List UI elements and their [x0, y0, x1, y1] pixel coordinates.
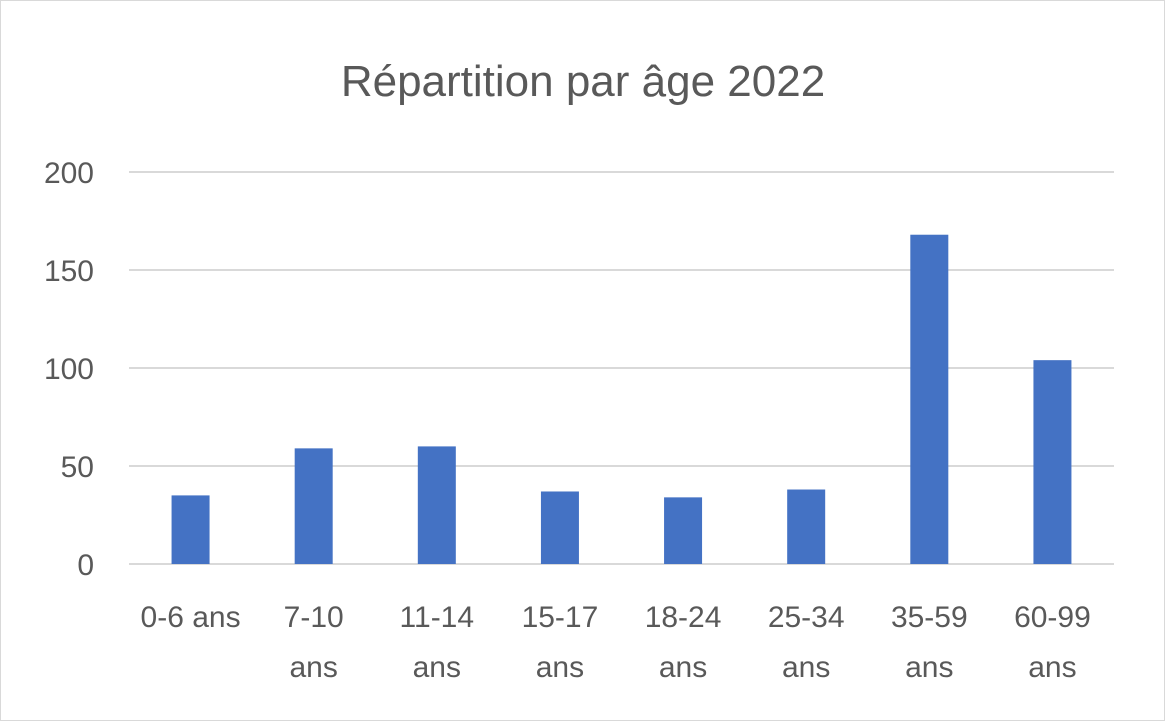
y-tick-label: 50 — [61, 451, 94, 484]
bar — [664, 497, 703, 564]
x-category-label: 7-10 ans — [284, 601, 344, 684]
bar — [171, 495, 210, 564]
bar — [1033, 360, 1072, 564]
x-category-label: 11-14 ans — [400, 601, 475, 684]
y-tick-label: 0 — [77, 549, 94, 582]
y-tick-label: 100 — [44, 353, 94, 386]
y-tick-label: 200 — [44, 157, 94, 190]
x-category-label: 25-34 ans — [768, 601, 845, 684]
bar — [417, 446, 456, 564]
bar — [540, 491, 579, 564]
x-category-label: 15-17 ans — [522, 601, 599, 684]
x-category-label: 35-59 ans — [891, 601, 968, 684]
bar — [910, 234, 949, 564]
x-axis-labels: 0-6 ans 7-10 ans 11-14 ans 15-17 ans 18-24 ans 25… — [141, 601, 1091, 684]
bar — [787, 489, 826, 564]
gridlines — [129, 171, 1114, 565]
y-axis-ticks: 0 50 100 150 200 — [44, 157, 94, 582]
x-category-label: 18-24 ans — [645, 601, 722, 684]
x-category-label: 60-99 ans — [1014, 601, 1091, 684]
bar — [294, 448, 333, 564]
chart-title: Répartition par âge 2022 — [341, 57, 825, 106]
x-category-label: 0-6 ans — [141, 601, 241, 634]
bars — [171, 234, 1072, 564]
y-tick-label: 150 — [44, 255, 94, 288]
